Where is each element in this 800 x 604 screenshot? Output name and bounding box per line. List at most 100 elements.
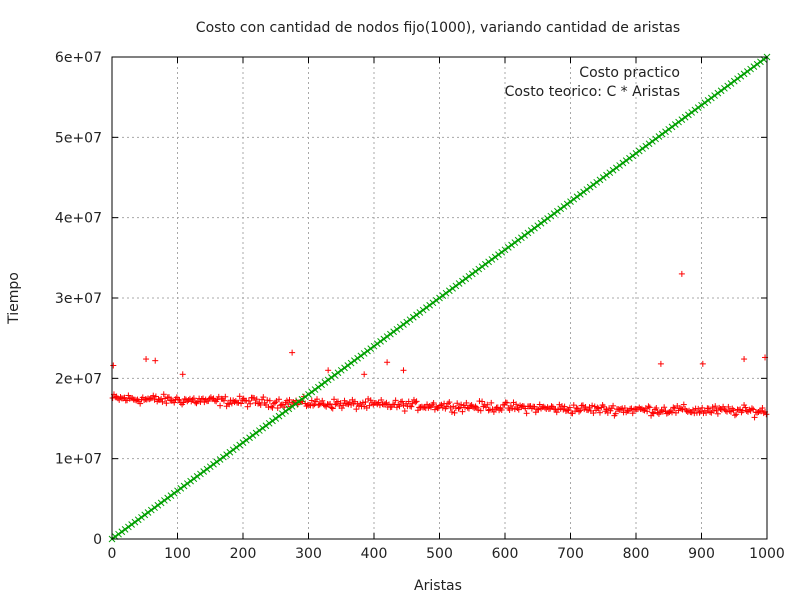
- data-point-practico: [319, 397, 326, 404]
- data-point-practico: [146, 396, 153, 403]
- data-point-teorico: [442, 289, 450, 297]
- ticks: 0 100 200 300 400 500 600 700 800 900 1000 0 1e+07 2e…: [55, 50, 785, 562]
- x-tick-label: 200: [230, 546, 257, 562]
- data-point-practico: [222, 393, 229, 400]
- data-point-practico: [274, 405, 281, 412]
- data-point-teorico: [436, 294, 443, 302]
- data-point-practico: [276, 396, 283, 403]
- data-point-practico: [616, 406, 623, 413]
- y-tick-label: 0: [93, 532, 102, 548]
- data-point-teorico: [187, 477, 194, 485]
- data-point-practico: [421, 404, 428, 411]
- data-point-teorico: [727, 80, 735, 87]
- data-point-teorico: [262, 422, 270, 430]
- data-point-practico: [623, 409, 630, 416]
- data-point-teorico: [151, 504, 158, 512]
- data-point-teorico: [658, 130, 666, 138]
- data-point-teorico: [370, 342, 378, 350]
- y-tick-label: 4e+07: [55, 211, 102, 227]
- data-point-teorico: [462, 275, 470, 283]
- data-point-practico: [650, 410, 657, 417]
- data-point-practico: [566, 404, 573, 411]
- data-point-practico: [590, 410, 597, 417]
- data-point-teorico: [115, 530, 122, 538]
- data-point-teorico: [367, 345, 375, 352]
- data-point-practico: [485, 407, 492, 414]
- data-point-practico-outlier: [400, 367, 407, 374]
- data-point-teorico: [321, 378, 329, 386]
- data-point-practico: [742, 404, 749, 411]
- data-point-teorico: [167, 492, 175, 499]
- data-point-practico: [329, 405, 336, 412]
- legend: Costo practico Costo teorico: C * Arista…: [505, 65, 680, 100]
- data-point-teorico: [554, 207, 561, 215]
- data-point-practico: [325, 401, 332, 408]
- data-point-practico: [353, 406, 360, 413]
- data-point-teorico: [544, 215, 551, 222]
- data-point-teorico: [223, 451, 230, 459]
- data-point-teorico: [206, 463, 214, 471]
- data-point-teorico: [675, 118, 682, 126]
- data-point-practico: [251, 395, 258, 402]
- data-point-teorico: [547, 212, 555, 220]
- data-point-practico: [535, 406, 542, 413]
- data-point-teorico: [197, 470, 204, 478]
- data-point-teorico: [393, 325, 401, 333]
- data-point-teorico: [314, 383, 322, 391]
- data-point-teorico: [550, 210, 558, 218]
- data-point-practico: [328, 404, 335, 411]
- data-point-practico: [176, 397, 183, 404]
- data-point-teorico: [521, 231, 529, 239]
- data-point-teorico: [455, 280, 463, 287]
- data-point-teorico: [557, 205, 565, 213]
- data-point-practico: [503, 399, 510, 406]
- data-point-teorico: [668, 123, 676, 131]
- data-point-teorico: [639, 145, 646, 152]
- data-point-teorico: [747, 65, 754, 73]
- data-point-practico: [332, 401, 339, 408]
- data-point-practico: [314, 396, 321, 403]
- data-point-practico: [498, 407, 505, 414]
- data-point-teorico: [341, 364, 348, 372]
- data-point-practico: [621, 405, 628, 412]
- data-point-teorico: [380, 335, 388, 343]
- data-point-practico: [451, 409, 458, 416]
- data-point-teorico: [688, 109, 696, 116]
- data-point-teorico: [599, 174, 607, 181]
- data-point-practico: [245, 397, 252, 404]
- data-point-practico-outlier: [143, 356, 150, 363]
- data-point-practico: [596, 409, 603, 416]
- data-point-practico: [659, 408, 666, 415]
- y-tick-label: 2e+07: [55, 371, 102, 387]
- data-point-practico: [378, 396, 385, 403]
- data-point-teorico: [743, 68, 751, 75]
- data-point-teorico: [164, 494, 172, 502]
- data-point-teorico: [491, 253, 499, 261]
- data-point-practico: [264, 397, 271, 404]
- data-point-practico-outlier: [325, 367, 332, 374]
- data-point-teorico: [138, 513, 145, 521]
- data-point-practico: [186, 395, 193, 402]
- data-point-teorico: [665, 125, 673, 133]
- data-point-practico: [112, 394, 119, 401]
- data-point-teorico: [229, 446, 237, 454]
- data-point-teorico: [396, 323, 404, 331]
- data-point-practico: [310, 402, 317, 409]
- data-point-teorico: [272, 415, 280, 422]
- data-point-teorico: [586, 183, 594, 191]
- data-point-practico: [669, 409, 676, 416]
- data-point-practico: [247, 400, 254, 407]
- data-point-teorico: [632, 150, 640, 157]
- data-point-teorico: [626, 154, 633, 162]
- data-point-teorico: [583, 186, 591, 193]
- data-point-teorico: [308, 388, 316, 396]
- data-point-teorico: [432, 297, 440, 304]
- data-point-practico: [646, 404, 653, 411]
- data-point-practico: [180, 399, 187, 406]
- data-point-practico: [463, 399, 470, 406]
- data-point-teorico: [757, 58, 764, 66]
- data-point-practico: [748, 405, 755, 412]
- data-point-teorico: [357, 352, 365, 360]
- data-point-teorico: [219, 453, 227, 461]
